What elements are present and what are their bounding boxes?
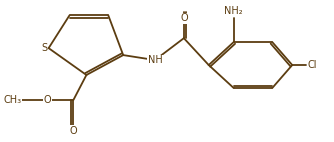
- Text: O: O: [44, 95, 51, 105]
- Text: CH₃: CH₃: [4, 95, 22, 105]
- Text: S: S: [41, 43, 48, 53]
- Text: NH₂: NH₂: [224, 6, 243, 16]
- Text: Cl: Cl: [307, 60, 317, 70]
- Text: O: O: [180, 13, 188, 23]
- Text: O: O: [70, 126, 77, 136]
- Text: NH: NH: [148, 55, 162, 65]
